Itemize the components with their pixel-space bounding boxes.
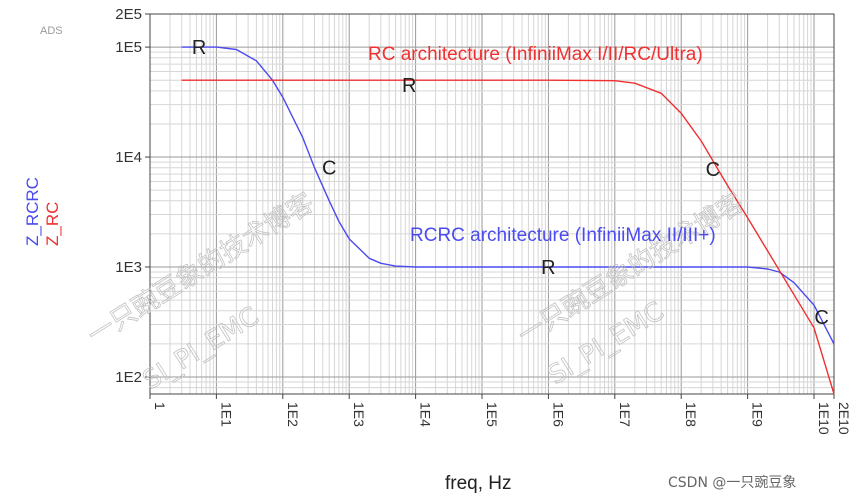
x-tick-label: 1E6 — [550, 402, 566, 427]
y-tick-labels: 1E2 1E3 1E4 1E5 2E5 — [115, 6, 150, 386]
series-layer — [181, 46, 835, 395]
marker-c: C — [322, 158, 336, 180]
y-tick-label: 1E4 — [115, 149, 142, 166]
x-axis-label: freq, Hz — [445, 473, 512, 494]
marker-c: C — [706, 159, 720, 181]
x-tick-label: 1E3 — [351, 402, 367, 427]
rc-architecture-label: RC architecture (InfiniiMax I/II/RC/Ultr… — [368, 44, 703, 65]
rc-markers: R R C C R C — [192, 37, 829, 329]
x-tick-label: 1E8 — [683, 402, 699, 427]
y-axis-label-rc: Z_RC — [43, 202, 62, 246]
x-tick-label: 1E1 — [218, 402, 234, 427]
y-tick-label: 1E2 — [115, 369, 142, 386]
series-line-z-rc — [181, 79, 835, 395]
ads-tag: ADS — [40, 25, 63, 37]
y-tick-label: 2E5 — [115, 6, 142, 23]
x-tick-label: 1 — [152, 402, 168, 410]
x-tick-label: 2E10 — [836, 402, 852, 435]
series-line-z-rcrc — [181, 46, 835, 345]
marker-r: R — [402, 75, 416, 97]
x-tick-labels: 1 1E1 1E2 1E3 1E4 1E5 1E6 1E7 1E8 1E9 1E10 2E10 — [149, 394, 852, 435]
plot-area — [150, 14, 834, 394]
y-tick-label: 1E5 — [115, 39, 142, 56]
marker-r: R — [192, 37, 206, 59]
y-tick-label: 1E3 — [115, 259, 142, 276]
plot-frame — [149, 13, 835, 395]
x-tick-label: 1E9 — [750, 402, 766, 427]
x-tick-label: 1E10 — [816, 402, 832, 435]
x-tick-label: 1E2 — [285, 402, 301, 427]
chart-grid — [149, 13, 835, 395]
csdn-credit: CSDN @一只豌豆象 — [668, 475, 796, 491]
y-axis-label-rcrc: Z_RCRC — [23, 177, 42, 246]
rcrc-architecture-label: RCRC architecture (InfiniiMax II/III+) — [410, 225, 716, 246]
marker-c: C — [814, 307, 828, 329]
x-tick-label: 1E4 — [418, 402, 434, 427]
marker-r: R — [541, 257, 555, 279]
x-tick-label: 1E5 — [484, 402, 500, 427]
x-tick-label: 1E7 — [617, 402, 633, 427]
